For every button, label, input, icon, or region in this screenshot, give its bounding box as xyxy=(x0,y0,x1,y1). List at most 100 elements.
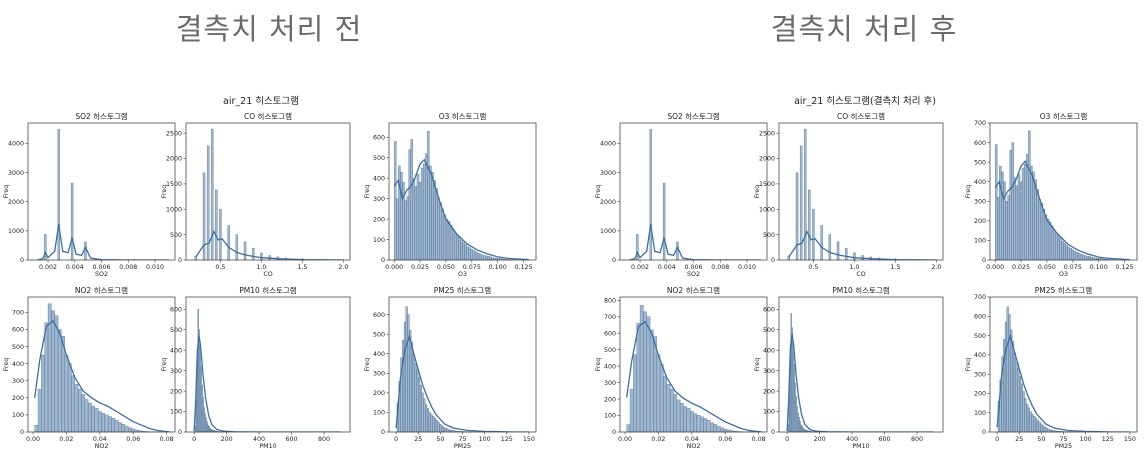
histogram-bar xyxy=(44,234,47,261)
y-tick-label: 200 xyxy=(604,396,616,403)
histogram-bar xyxy=(1047,428,1050,433)
y-tick-label: 300 xyxy=(974,198,986,205)
y-tick-label: 300 xyxy=(12,378,24,385)
y-tick-label: 300 xyxy=(974,371,986,378)
histogram-bar xyxy=(669,389,674,433)
histogram-bar xyxy=(215,189,218,261)
histogram-bar xyxy=(442,426,445,433)
histogram-bar xyxy=(418,377,421,433)
y-tick-label: 600 xyxy=(373,135,385,142)
histogram-bar xyxy=(676,399,681,433)
axes-frame xyxy=(185,122,351,261)
histogram-bar xyxy=(820,225,823,261)
histogram-bar xyxy=(1010,329,1013,433)
x-axis-label: NO2 xyxy=(95,443,109,450)
y-axis: 0 100 200 300 400 500 600 Freq xyxy=(364,312,389,436)
x-tick-label: 0.08 xyxy=(160,436,174,443)
y-axis: 0 100 200 300 400 500 600 700 Freq xyxy=(3,310,28,436)
x-tick-label: 0.025 xyxy=(411,264,429,271)
subplot-pm25: PM25 히스토그램 0 25 50 75 100 125 150 PM25 0 100 200 300… xyxy=(364,285,537,450)
histogram-bar xyxy=(57,129,60,261)
histogram-bar xyxy=(1042,208,1046,261)
histogram-bar xyxy=(636,234,639,261)
histogram-bar xyxy=(1029,411,1032,433)
kde-line xyxy=(193,335,341,432)
bars-so2 xyxy=(636,129,679,261)
y-tick-label: 500 xyxy=(12,344,24,351)
histogram-bar xyxy=(403,322,407,433)
histogram-bar xyxy=(1090,256,1093,261)
y-tick-label: 300 xyxy=(763,368,775,375)
histogram-bar xyxy=(1028,130,1031,261)
x-axis-label: CO xyxy=(856,271,865,278)
y-axis: 0 500 1000 1500 2000 2500 Freq xyxy=(754,130,779,264)
histogram-bar xyxy=(1061,241,1064,261)
histogram-bar xyxy=(1088,256,1091,261)
subplot-co: CO 히스토그램 0.5 1.0 1.5 2.0 CO 0 500 1000 1500 2000 25… xyxy=(754,111,944,278)
histogram-bar xyxy=(808,189,811,261)
histogram-bar xyxy=(489,256,492,261)
bars-co xyxy=(787,128,897,261)
y-tick-label: 500 xyxy=(763,232,775,239)
histogram-bar xyxy=(1077,252,1081,261)
axes-frame xyxy=(778,122,944,261)
x-tick-label: 400 xyxy=(253,436,265,443)
kde-line xyxy=(34,319,171,432)
y-tick-label: 500 xyxy=(604,347,616,354)
bars-no2 xyxy=(34,303,159,433)
x-axis: 0 200 400 600 800 PM10 xyxy=(785,432,923,450)
y-tick-label: 100 xyxy=(763,409,775,416)
x-tick-label: 0.125 xyxy=(1116,264,1134,271)
histogram-bar xyxy=(1073,250,1077,261)
histogram-bar xyxy=(41,354,45,433)
histogram-bar xyxy=(432,416,435,433)
y-tick-label: 4000 xyxy=(600,141,616,148)
histogram-bar xyxy=(1046,218,1050,261)
histogram-bar xyxy=(723,428,728,433)
y-tick-label: 0 xyxy=(771,257,775,264)
y-tick-label: 4000 xyxy=(8,141,24,148)
histogram-bar xyxy=(1038,421,1041,433)
axes-frame xyxy=(27,296,176,433)
x-tick-label: 0.025 xyxy=(1012,264,1030,271)
histogram-bar xyxy=(433,418,437,433)
kde-line xyxy=(788,230,937,260)
y-tick-label: 2500 xyxy=(166,130,182,137)
histogram-bar xyxy=(128,427,132,433)
histogram-bar xyxy=(433,180,436,261)
histogram-bar xyxy=(429,165,432,261)
histogram-bar xyxy=(703,418,708,433)
histogram-bar xyxy=(1079,253,1083,261)
histogram-bar xyxy=(101,413,106,433)
histogram-bar xyxy=(81,394,85,433)
x-tick-label: 1.0 xyxy=(256,264,266,271)
histogram-bar xyxy=(720,427,724,433)
y-tick-label: 1000 xyxy=(759,206,775,213)
histogram-bar xyxy=(451,229,455,261)
histogram-bar xyxy=(423,398,426,433)
histogram-bar xyxy=(1020,383,1023,433)
x-tick-label: 0.00 xyxy=(618,436,632,443)
histogram-bar xyxy=(470,249,474,261)
histogram-bar xyxy=(427,131,430,261)
histogram-bar xyxy=(1065,244,1068,261)
y-axis-label: Freq xyxy=(364,185,371,199)
y-tick-label: 300 xyxy=(373,371,385,378)
x-tick-label: 0.075 xyxy=(463,264,481,271)
y-tick-label: 200 xyxy=(974,218,986,225)
x-axis-label: SO2 xyxy=(95,271,108,278)
x-tick-label: 0.006 xyxy=(92,264,110,271)
histogram-bar xyxy=(97,411,102,433)
axes-frame xyxy=(778,296,944,433)
y-tick-label: 2000 xyxy=(600,199,616,206)
histogram-bar xyxy=(243,241,247,261)
x-axis-label: O3 xyxy=(1059,271,1068,278)
histogram-bar xyxy=(1063,242,1066,261)
x-axis: 0 25 50 75 100 125 150 PM25 xyxy=(995,432,1136,450)
histogram-bar xyxy=(439,202,442,261)
histogram-bar xyxy=(649,129,652,261)
histogram-bar xyxy=(1013,352,1016,433)
y-tick-label: 600 xyxy=(974,140,986,147)
kde-line xyxy=(994,159,1130,260)
y-tick-label: 3000 xyxy=(600,170,616,177)
